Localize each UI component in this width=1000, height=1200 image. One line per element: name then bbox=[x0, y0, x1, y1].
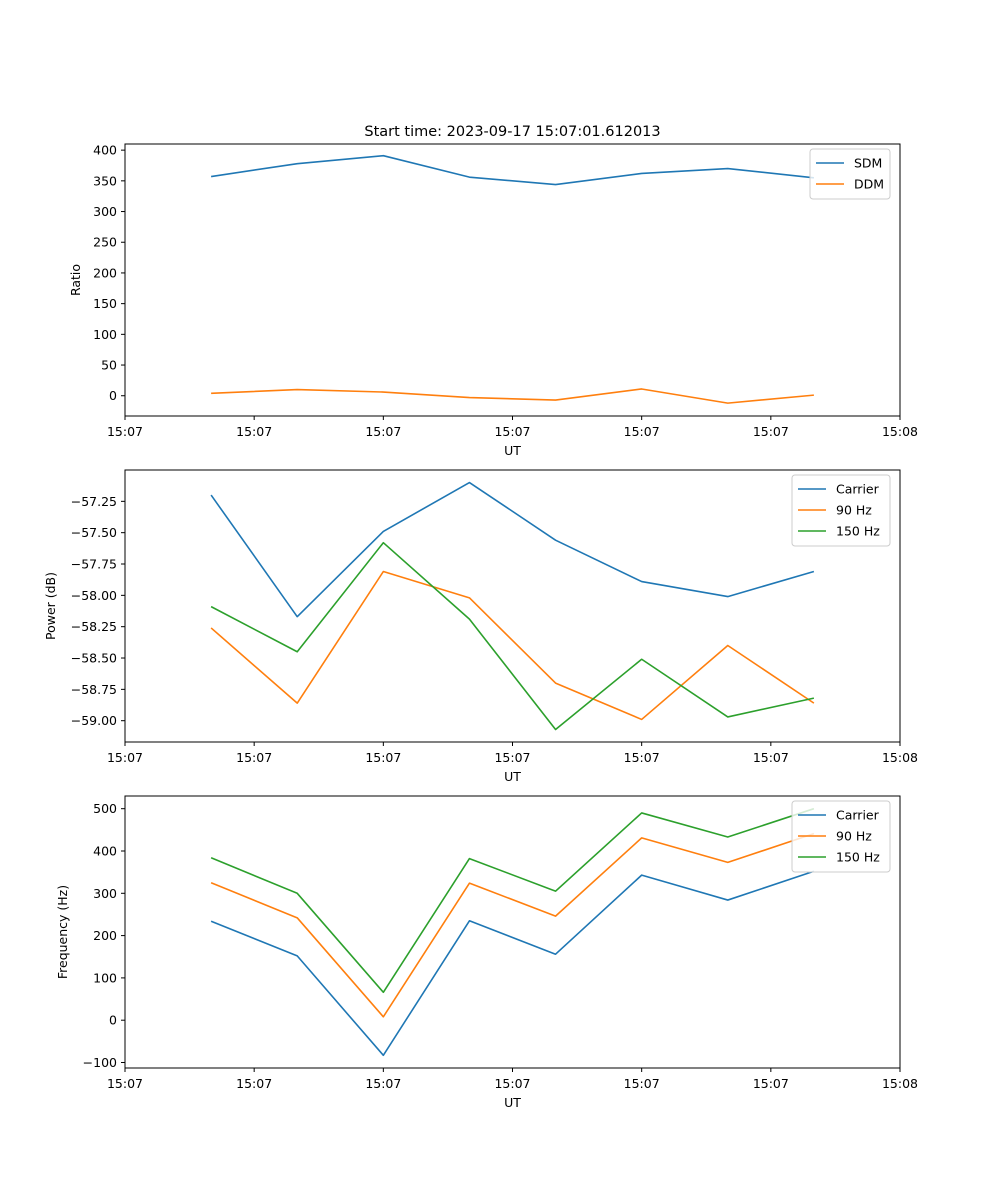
y-tick-label: −58.50 bbox=[71, 651, 117, 666]
series-line-sdm bbox=[210, 154, 814, 186]
x-tick-label: 15:08 bbox=[882, 750, 918, 765]
y-tick-label: 200 bbox=[93, 928, 117, 943]
y-tick-label: −58.00 bbox=[71, 588, 117, 603]
series-line-150-hz bbox=[210, 807, 815, 994]
x-tick-label: 15:07 bbox=[494, 424, 530, 439]
x-axis-label: UT bbox=[504, 769, 521, 784]
axes-frame bbox=[124, 469, 901, 743]
x-tick-label: 15:07 bbox=[365, 750, 401, 765]
x-tick-label: 15:07 bbox=[624, 1076, 660, 1091]
x-tick-label: 15:07 bbox=[365, 424, 401, 439]
y-tick-label: 0 bbox=[109, 388, 117, 403]
series-line-carrier bbox=[210, 481, 815, 618]
series-line-90-hz bbox=[210, 832, 815, 1018]
y-axis-label: Frequency (Hz) bbox=[55, 885, 70, 979]
legend-label: Carrier bbox=[836, 808, 880, 823]
legend-label: 90 Hz bbox=[836, 503, 872, 518]
x-tick-label: 15:07 bbox=[494, 1076, 530, 1091]
y-tick-label: 300 bbox=[93, 886, 117, 901]
y-tick-label: 250 bbox=[93, 235, 117, 250]
y-tick-label: −57.75 bbox=[71, 557, 117, 572]
x-tick-label: 15:08 bbox=[882, 424, 918, 439]
x-tick-label: 15:07 bbox=[107, 1076, 143, 1091]
y-axis-label: Power (dB) bbox=[43, 572, 58, 640]
legend-label: 90 Hz bbox=[836, 829, 872, 844]
legend: Carrier 90 Hz 150 Hz bbox=[791, 474, 891, 547]
x-tick-label: 15:07 bbox=[753, 1076, 789, 1091]
y-tick-label: 400 bbox=[93, 143, 117, 158]
y-tick-label: 350 bbox=[93, 173, 117, 188]
y-tick-label: −57.25 bbox=[71, 494, 117, 509]
x-tick-label: 15:07 bbox=[236, 424, 272, 439]
y-tick-label: 100 bbox=[93, 970, 117, 985]
series-line-ddm bbox=[211, 388, 814, 404]
x-axis-label: UT bbox=[504, 1095, 521, 1110]
legend-label: 150 Hz bbox=[836, 850, 880, 865]
x-tick-label: 15:07 bbox=[624, 424, 660, 439]
figure-title: Start time: 2023-09-17 15:07:01.612013 bbox=[364, 124, 660, 140]
y-tick-label: 300 bbox=[93, 204, 117, 219]
subplots: 15:07 15:07 15:07 15:07 15:07 15:07 15:08 UT 0 50… bbox=[43, 143, 918, 1110]
axes-frame bbox=[124, 795, 901, 1069]
x-tick-label: 15:07 bbox=[753, 750, 789, 765]
y-tick-label: 400 bbox=[93, 843, 117, 858]
subplot-3: 15:07 15:07 15:07 15:07 15:07 15:07 15:08 UT −10… bbox=[55, 795, 918, 1110]
x-tick-label: 15:07 bbox=[107, 424, 143, 439]
series-line-carrier bbox=[210, 870, 815, 1057]
subplot-1: 15:07 15:07 15:07 15:07 15:07 15:07 15:08 UT 0 50… bbox=[68, 143, 918, 458]
y-tick-label: −57.50 bbox=[71, 525, 117, 540]
legend-label: 150 Hz bbox=[836, 524, 880, 539]
x-tick-label: 15:07 bbox=[236, 1076, 272, 1091]
series-line-150-hz bbox=[210, 541, 815, 731]
y-tick-label: 100 bbox=[93, 327, 117, 342]
legend-box bbox=[791, 800, 891, 873]
subplot-2: 15:07 15:07 15:07 15:07 15:07 15:07 15:08 UT −59… bbox=[43, 469, 918, 784]
legend-label: SDM bbox=[854, 156, 882, 171]
x-tick-label: 15:07 bbox=[624, 750, 660, 765]
x-tick-label: 15:07 bbox=[365, 1076, 401, 1091]
y-tick-label: −58.75 bbox=[71, 682, 117, 697]
axes-frame bbox=[124, 143, 901, 417]
legend-box bbox=[809, 148, 891, 200]
y-axis-label: Ratio bbox=[68, 264, 83, 296]
y-tick-label: −100 bbox=[83, 1055, 117, 1070]
y-tick-label: 50 bbox=[101, 358, 117, 373]
x-tick-label: 15:07 bbox=[753, 424, 789, 439]
legend: SDM DDM bbox=[809, 148, 891, 200]
y-tick-label: 0 bbox=[109, 1013, 117, 1028]
x-tick-label: 15:07 bbox=[236, 750, 272, 765]
x-tick-label: 15:08 bbox=[882, 1076, 918, 1091]
legend-label: DDM bbox=[854, 177, 884, 192]
y-tick-label: 500 bbox=[93, 801, 117, 816]
y-tick-label: −59.00 bbox=[71, 713, 117, 728]
legend: Carrier 90 Hz 150 Hz bbox=[791, 800, 891, 873]
series-line-90-hz bbox=[210, 570, 815, 721]
y-tick-label: −58.25 bbox=[71, 619, 117, 634]
legend-label: Carrier bbox=[836, 482, 880, 497]
y-tick-label: 150 bbox=[93, 296, 117, 311]
x-axis-label: UT bbox=[504, 443, 521, 458]
legend-box bbox=[791, 474, 891, 547]
y-tick-label: 200 bbox=[93, 265, 117, 280]
x-tick-label: 15:07 bbox=[107, 750, 143, 765]
x-tick-label: 15:07 bbox=[494, 750, 530, 765]
